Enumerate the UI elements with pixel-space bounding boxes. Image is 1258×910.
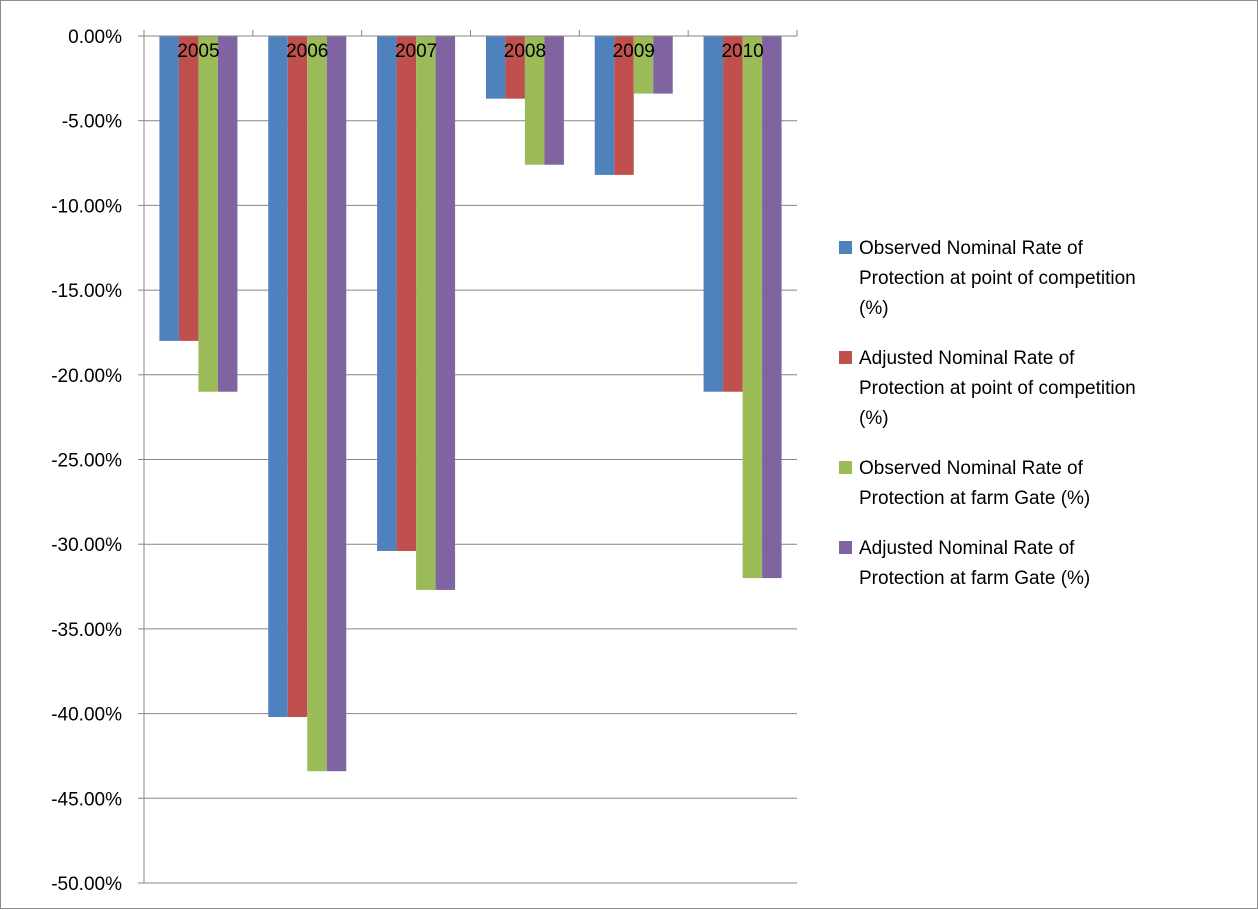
bar (762, 36, 782, 579)
bar (217, 36, 238, 392)
y-tick-label: 0.00% (68, 27, 122, 48)
y-tick-label: -20.00% (51, 366, 122, 387)
bar (742, 36, 763, 579)
y-tick-label: -30.00% (51, 535, 122, 556)
legend: Observed Nominal Rate of Protection at po… (839, 238, 1136, 589)
legend-label: Protection at point of competition (859, 378, 1136, 399)
bar (633, 36, 654, 94)
y-tick-label: -5.00% (62, 112, 122, 133)
category-label: 2010 (721, 41, 763, 62)
legend-swatch (839, 461, 852, 474)
gridlines (144, 120, 797, 884)
bar (326, 36, 347, 772)
bar (703, 36, 724, 392)
bar (435, 36, 456, 590)
bar (159, 36, 179, 341)
legend-label: Adjusted Nominal Rate of (859, 538, 1075, 559)
category-labels: 2005 2006 2007 2008 2009 2010 (177, 41, 763, 62)
bar (377, 36, 397, 551)
y-tick-label: -25.00% (51, 451, 122, 472)
category-label: 2009 (613, 41, 655, 62)
legend-swatch (839, 241, 852, 254)
category-label: 2005 (177, 41, 219, 62)
bar (485, 36, 506, 99)
legend-label: Observed Nominal Rate of (859, 238, 1084, 259)
bar (505, 36, 525, 99)
bar (198, 36, 218, 392)
category-label: 2007 (395, 41, 437, 62)
bar (287, 36, 308, 717)
legend-swatch (839, 351, 852, 364)
y-tick-label: -15.00% (51, 281, 122, 302)
legend-label: (%) (859, 408, 889, 429)
bar (723, 36, 743, 392)
y-tick-label: -40.00% (51, 705, 122, 726)
bar (307, 36, 327, 772)
bar (416, 36, 436, 590)
axes (138, 30, 798, 884)
bar (594, 36, 615, 175)
legend-label: Protection at point of competition (859, 268, 1136, 289)
y-tick-label: -10.00% (51, 196, 122, 217)
bar (396, 36, 417, 551)
legend-label: Observed Nominal Rate of (859, 458, 1084, 479)
legend-label: (%) (859, 298, 889, 319)
legend-label: Protection at farm Gate (%) (859, 568, 1090, 589)
bars (159, 36, 782, 772)
legend-label: Protection at farm Gate (%) (859, 488, 1090, 509)
category-label: 2008 (504, 41, 546, 62)
bar (614, 36, 634, 175)
bar (653, 36, 673, 94)
bar (524, 36, 545, 165)
category-label: 2006 (286, 41, 328, 62)
y-axis-tick-labels: 0.00% -5.00% -10.00% -15.00% -20.00% -25.00% -… (51, 27, 122, 895)
legend-label: Adjusted Nominal Rate of (859, 348, 1075, 369)
legend-swatch (839, 541, 852, 554)
y-tick-label: -50.00% (51, 874, 122, 895)
bar (544, 36, 564, 165)
y-tick-label: -45.00% (51, 789, 122, 810)
y-tick-label: -35.00% (51, 620, 122, 641)
bar (268, 36, 288, 717)
bar (178, 36, 199, 341)
